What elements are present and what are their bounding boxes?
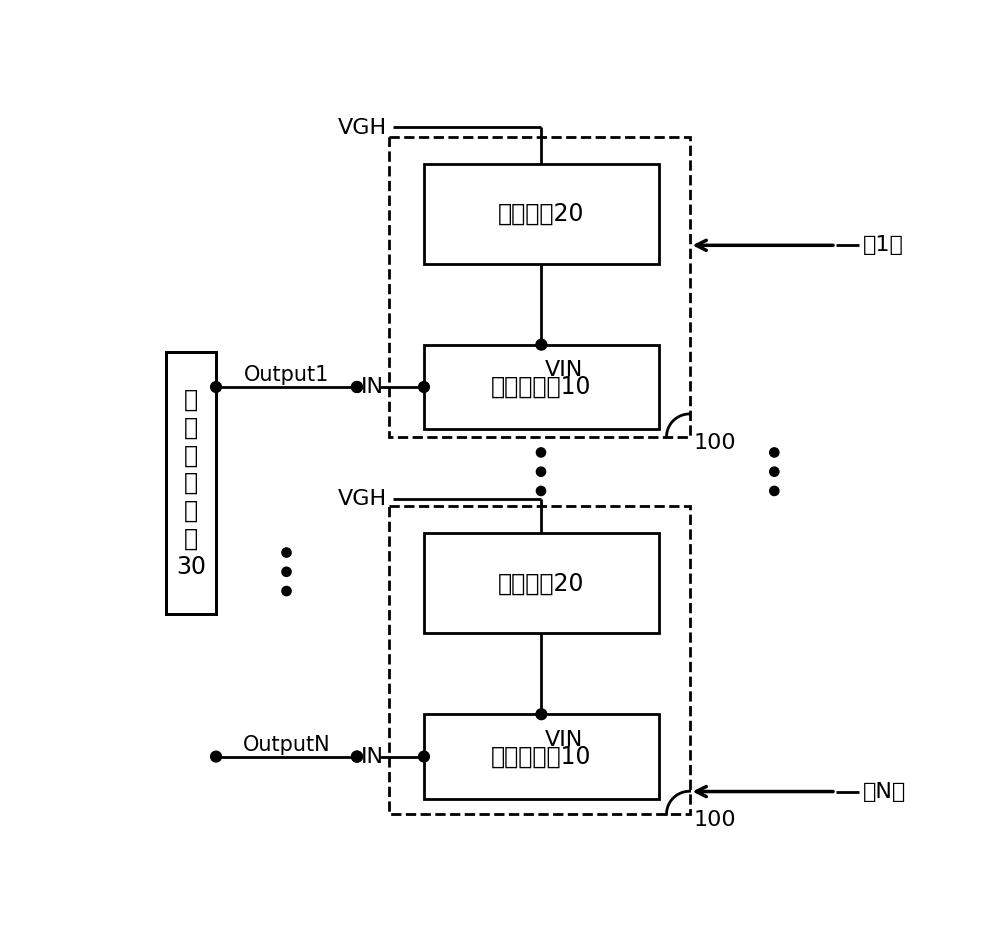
Circle shape xyxy=(352,751,362,762)
Text: 100: 100 xyxy=(693,811,736,831)
Text: VIN: VIN xyxy=(545,729,583,750)
Bar xyxy=(424,714,659,799)
Text: 100: 100 xyxy=(693,433,736,454)
Circle shape xyxy=(536,467,546,476)
Text: 控制电路20: 控制电路20 xyxy=(498,202,585,225)
Circle shape xyxy=(770,467,779,476)
Circle shape xyxy=(352,382,362,392)
Circle shape xyxy=(770,487,779,495)
Bar xyxy=(389,136,690,437)
Circle shape xyxy=(282,586,291,596)
Text: OutputN: OutputN xyxy=(243,735,330,755)
Circle shape xyxy=(352,751,362,762)
Bar xyxy=(424,164,659,264)
Circle shape xyxy=(419,751,429,762)
Circle shape xyxy=(352,382,362,392)
Text: IN: IN xyxy=(361,377,384,397)
Circle shape xyxy=(282,567,291,577)
Circle shape xyxy=(419,382,429,392)
Bar xyxy=(166,352,216,615)
Bar xyxy=(424,345,659,429)
Bar xyxy=(166,352,216,615)
Text: IN: IN xyxy=(361,746,384,766)
Circle shape xyxy=(211,751,221,762)
Text: 时
序
控
制
芯
片
30: 时 序 控 制 芯 片 30 xyxy=(176,388,206,579)
Circle shape xyxy=(536,709,547,720)
Text: 控制电路20: 控制电路20 xyxy=(498,571,585,596)
Circle shape xyxy=(536,339,547,350)
Text: 第N个: 第N个 xyxy=(863,781,906,801)
Text: 第1个: 第1个 xyxy=(863,235,904,256)
Text: VGH: VGH xyxy=(338,489,387,509)
Text: VIN: VIN xyxy=(545,360,583,380)
Text: VGH: VGH xyxy=(338,117,387,137)
Circle shape xyxy=(536,448,546,457)
Bar xyxy=(424,533,659,634)
Bar xyxy=(389,507,690,814)
Circle shape xyxy=(282,548,291,557)
Text: 电平转换器10: 电平转换器10 xyxy=(491,375,592,399)
Text: Output1: Output1 xyxy=(244,366,329,385)
Circle shape xyxy=(211,382,221,392)
Circle shape xyxy=(770,448,779,457)
Circle shape xyxy=(536,487,546,495)
Text: 电平转换器10: 电平转换器10 xyxy=(491,744,592,769)
